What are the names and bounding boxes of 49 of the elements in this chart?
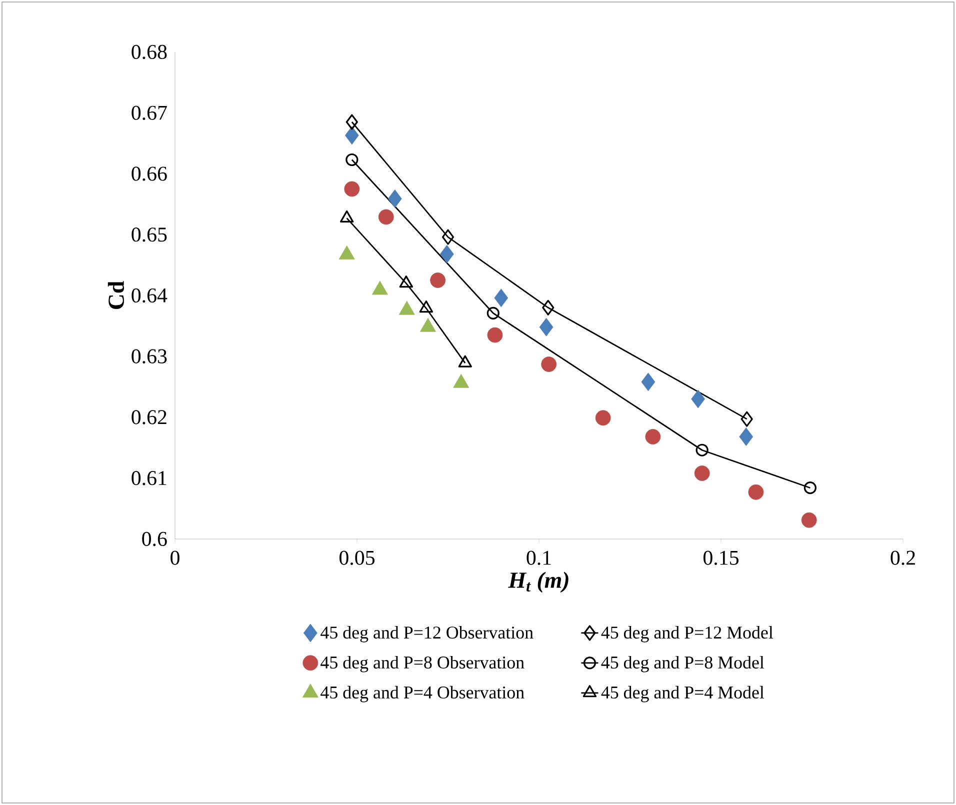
- y-tick-label: 0.63: [132, 349, 167, 364]
- point: [542, 300, 554, 316]
- x-tick-label: 0.15: [704, 550, 738, 565]
- y-tick-label: 0.65: [132, 228, 167, 242]
- y-axis-title: Cd: [108, 281, 124, 310]
- legend-label: 45 deg and P=4 Model: [601, 686, 764, 702]
- x-tick-label: 0.2: [890, 550, 915, 565]
- point: [694, 466, 710, 481]
- point: [388, 190, 402, 208]
- point: [539, 318, 554, 336]
- legend-label: 45 deg and P=12 Model: [601, 626, 774, 642]
- point: [442, 229, 454, 245]
- point: [804, 482, 816, 494]
- point: [346, 114, 358, 130]
- point: [691, 390, 706, 408]
- point: [645, 429, 661, 444]
- y-tick-label: 0.68: [132, 44, 167, 60]
- point: [541, 356, 557, 372]
- x-tick-label: 0: [170, 550, 180, 565]
- point: [487, 327, 503, 343]
- x-axis-title: H$_{t}$ (m): [508, 572, 568, 593]
- point: [440, 244, 454, 264]
- legend-label: 45 deg and P=8 Observation: [320, 656, 524, 672]
- y-tick-label: 0.6: [142, 532, 167, 546]
- y-tick-label: 0.66: [132, 166, 167, 181]
- y-tick-label: 0.67: [132, 106, 167, 120]
- y-tick-label: 0.62: [132, 410, 166, 424]
- point: [344, 181, 360, 197]
- point: [748, 484, 764, 500]
- point: [739, 428, 754, 446]
- x-tick-label: 0.1: [526, 550, 551, 565]
- point: [595, 410, 611, 426]
- point: [486, 306, 500, 320]
- y-tick-label: 0.64: [132, 288, 168, 303]
- x-tick-label: 0.05: [340, 550, 374, 565]
- point: [378, 209, 394, 225]
- point: [346, 153, 358, 166]
- point: [696, 444, 708, 456]
- y-tick-label: 0.61: [132, 471, 166, 486]
- legend-label: 45 deg and P=4 Observation: [320, 686, 524, 702]
- point: [641, 372, 656, 392]
- point: [430, 272, 446, 288]
- legend-label: 45 deg and P=8 Model: [601, 656, 764, 672]
- legend-label: 45 deg and P=12 Observation: [320, 626, 534, 642]
- point: [494, 288, 508, 308]
- point: [801, 512, 817, 528]
- point: [399, 276, 414, 288]
- point: [740, 411, 753, 427]
- point: [344, 126, 359, 145]
